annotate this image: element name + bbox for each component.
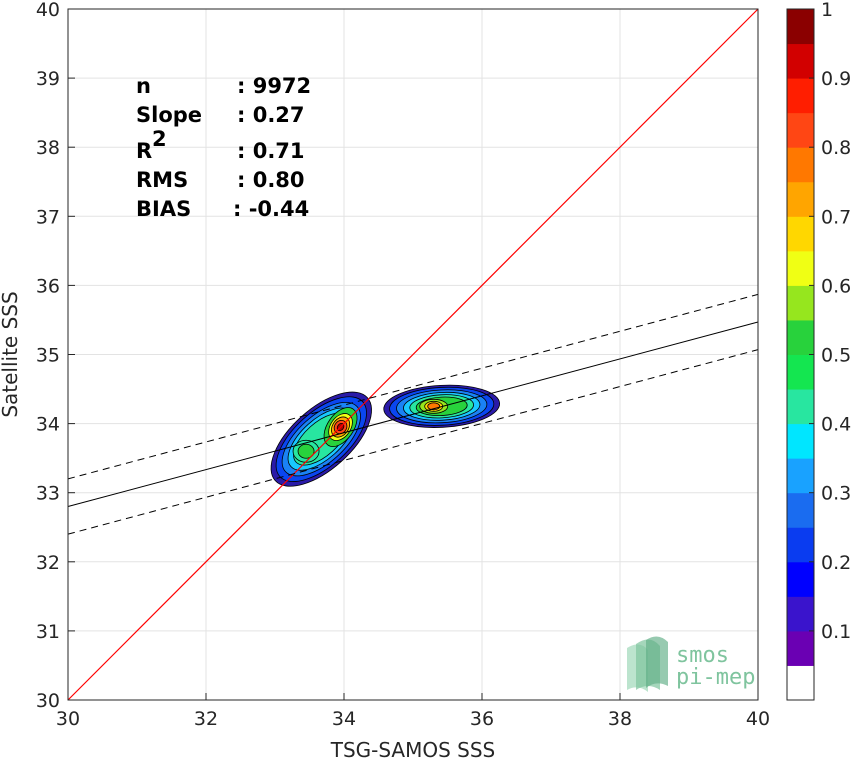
colorbar-tick-label: 0.3 [821,483,851,505]
colorbar-swatch [787,492,814,528]
y-tick-label: 31 [36,621,60,643]
colorbar-swatch [787,250,814,286]
x-tick-label: 36 [470,708,494,730]
colorbar-tick-label: 0.8 [821,137,851,159]
stat-label-sup: 2 [152,127,167,151]
fit-bound-line [67,349,759,535]
colorbar-swatch [787,561,814,597]
y-tick-label: 38 [36,137,60,159]
stat-value: : 0.27 [237,103,305,127]
fit-line [67,321,759,508]
stat-value: : -0.44 [233,197,309,221]
stat-value: : 0.80 [237,168,305,192]
colorbar-swatch [787,43,814,79]
x-tick-label: 30 [56,708,80,730]
stat-value: : 0.71 [237,139,305,163]
colorbar-swatch [787,216,814,252]
x-tick-label: 32 [194,708,218,730]
y-tick-label: 37 [36,206,60,228]
colorbar-tick-label: 0.1 [821,621,851,643]
colorbar-swatch [787,319,814,355]
stat-label: Slope [136,103,202,127]
colorbar [786,8,815,701]
colorbar-swatch [787,665,814,701]
stat-label: R [136,139,152,163]
y-tick-label: 30 [36,690,60,712]
fit-bound-line [67,293,759,480]
identity-line [67,8,759,701]
colorbar-tick-label: 0.6 [821,275,851,297]
y-tick-label: 39 [36,68,60,90]
y-tick-label: 36 [36,275,60,297]
x-tick-label: 40 [746,708,770,730]
logo-text-line1: smos [676,643,729,668]
colorbar-swatch [787,596,814,632]
contour-peak-secondary [297,443,315,459]
stat-label: BIAS [136,197,191,221]
colorbar-tick-label: 0.9 [821,68,851,90]
density-contours [270,384,501,487]
y-tick-label: 32 [36,552,60,574]
smos-pi-mep-logo: smos pi-mep [627,636,755,692]
colorbar-tick-label: 0.7 [821,206,851,228]
regression-lines [67,8,759,701]
colorbar-swatch [787,458,814,494]
y-tick-label: 40 [36,0,60,21]
colorbar-swatch [787,527,814,563]
logo-text-line2: pi-mep [676,665,755,690]
colorbar-tick-label: 0.2 [821,552,851,574]
colorbar-swatch [787,112,814,148]
x-tick-label: 34 [332,708,356,730]
stat-label: RMS [136,168,188,192]
colorbar-swatch [787,181,814,217]
y-axis-ticks: 30 31 32 33 34 35 36 37 38 39 40 [36,0,75,712]
x-axis-ticks: 30 32 34 36 38 40 [56,693,770,730]
colorbar-swatch [787,9,814,45]
colorbar-swatch [787,354,814,390]
stat-value: : 9972 [237,74,311,98]
logo-mark [627,636,668,692]
colorbar-swatch [787,389,814,425]
colorbar-tick-label: 0.5 [821,345,851,367]
colorbar-swatch [787,147,814,183]
x-tick-label: 38 [608,708,632,730]
colorbar-swatch [787,423,814,459]
colorbar-swatch [787,630,814,666]
colorbar-tick-label: 0.4 [821,414,851,436]
colorbar-swatch [787,285,814,321]
stats-box: n : 9972 Slope : 0.27 R 2 : 0.71 RMS : 0.80 BIAS:… [136,74,311,221]
x-axis-label: TSG-SAMOS SSS [330,738,496,762]
stat-label: n [136,74,151,98]
y-tick-label: 35 [36,345,60,367]
y-tick-label: 34 [36,414,60,436]
y-axis-label: Satellite SSS [0,291,22,417]
y-tick-label: 33 [36,483,60,505]
colorbar-tick-label: 1 [821,0,833,21]
colorbar-swatch [787,78,814,114]
colorbar-ticks: 0.1 0.2 0.3 0.4 0.5 0.6 0.7 0.8 0.9 1 [809,0,851,643]
